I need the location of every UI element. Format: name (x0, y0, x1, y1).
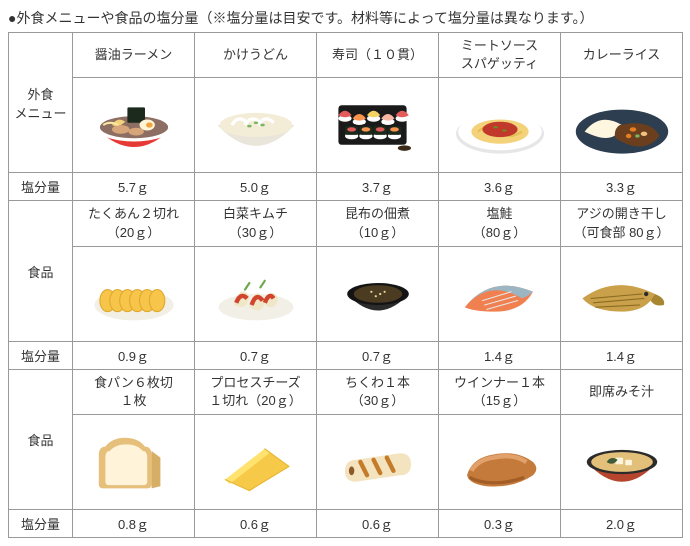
salt-value: 0.6ｇ (317, 510, 439, 538)
sushi-icon (317, 78, 439, 173)
salt-table: 外食メニュー醤油ラーメンかけうどん寿司（１０貫）ミートソーススパゲッティカレーラ… (8, 32, 683, 538)
miso-icon (561, 415, 683, 510)
food-name: 食パン６枚切１枚 (73, 369, 195, 414)
salmon-icon (439, 246, 561, 341)
salt-value: 0.7ｇ (195, 341, 317, 369)
food-name: かけうどん (195, 33, 317, 78)
food-name: ちくわ１本（30ｇ） (317, 369, 439, 414)
sausage-icon (439, 415, 561, 510)
salt-value: 2.0ｇ (561, 510, 683, 538)
salt-value: 0.9ｇ (73, 341, 195, 369)
salt-value: 1.4ｇ (439, 341, 561, 369)
food-name: 即席みそ汁 (561, 369, 683, 414)
row-category: 食品 (9, 369, 73, 509)
salt-label: 塩分量 (9, 173, 73, 201)
ramen-icon (73, 78, 195, 173)
spaghetti-icon (439, 78, 561, 173)
food-name: 塩鮭（80ｇ） (439, 201, 561, 246)
cheese-icon (195, 415, 317, 510)
salt-value: 0.3ｇ (439, 510, 561, 538)
salt-value: 3.7ｇ (317, 173, 439, 201)
udon-icon (195, 78, 317, 173)
salt-value: 3.6ｇ (439, 173, 561, 201)
row-category: 食品 (9, 201, 73, 341)
salt-value: 3.3ｇ (561, 173, 683, 201)
food-name: アジの開き干し（可食部 80ｇ） (561, 201, 683, 246)
food-name: 醤油ラーメン (73, 33, 195, 78)
salt-value: 0.7ｇ (317, 341, 439, 369)
food-name: ミートソーススパゲッティ (439, 33, 561, 78)
food-name: 昆布の佃煮（10ｇ） (317, 201, 439, 246)
salt-value: 0.6ｇ (195, 510, 317, 538)
chikuwa-icon (317, 415, 439, 510)
curry-icon (561, 78, 683, 173)
takuan-icon (73, 246, 195, 341)
food-name: ウインナー１本（15ｇ） (439, 369, 561, 414)
bread-icon (73, 415, 195, 510)
page-title: ●外食メニューや食品の塩分量（※塩分量は目安です。材料等によって塩分量は異なりま… (8, 8, 682, 28)
food-name: カレーライス (561, 33, 683, 78)
salt-value: 5.0ｇ (195, 173, 317, 201)
food-name: プロセスチーズ１切れ（20ｇ） (195, 369, 317, 414)
kombu-icon (317, 246, 439, 341)
salt-value: 0.8ｇ (73, 510, 195, 538)
salt-label: 塩分量 (9, 341, 73, 369)
salt-value: 1.4ｇ (561, 341, 683, 369)
row-category: 外食メニュー (9, 33, 73, 173)
food-name: たくあん２切れ（20ｇ） (73, 201, 195, 246)
salt-label: 塩分量 (9, 510, 73, 538)
food-name: 寿司（１０貫） (317, 33, 439, 78)
food-name: 白菜キムチ（30ｇ） (195, 201, 317, 246)
salt-value: 5.7ｇ (73, 173, 195, 201)
aji-icon (561, 246, 683, 341)
kimchi-icon (195, 246, 317, 341)
